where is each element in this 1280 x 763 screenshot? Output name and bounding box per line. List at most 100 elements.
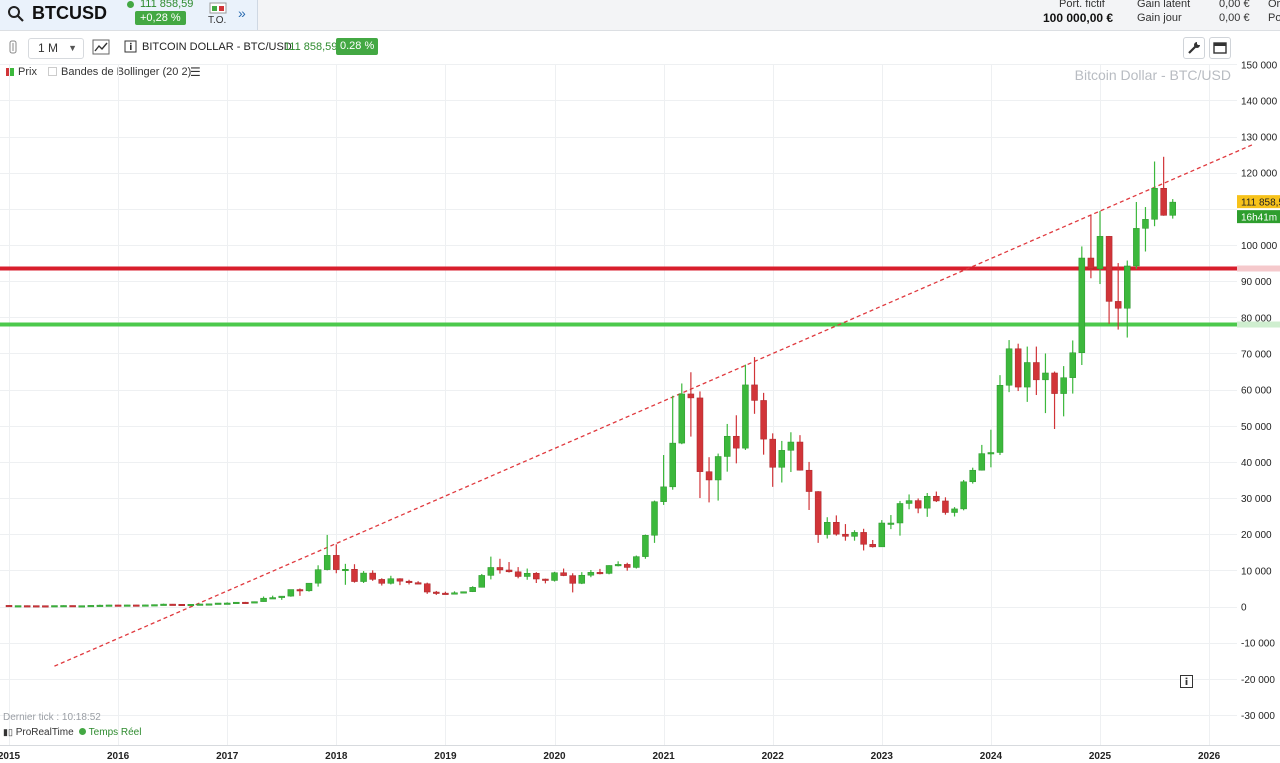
- candle-body: [796, 441, 804, 471]
- tools-button[interactable]: [1183, 37, 1205, 59]
- candle-body: [33, 605, 40, 608]
- candle-body: [396, 578, 404, 582]
- candle: [360, 571, 367, 584]
- candle: [751, 357, 758, 414]
- symbol-box[interactable]: BTCUSD 111 858,59 +0,28 % T.O. »: [0, 0, 258, 30]
- candle: [133, 604, 140, 607]
- candle: [578, 572, 586, 585]
- drag-handle-icon[interactable]: [4, 38, 22, 56]
- indicators-icon[interactable]: [92, 38, 110, 56]
- brand-name: ProRealTime: [15, 727, 74, 738]
- search-icon[interactable]: [7, 5, 25, 23]
- candle: [1124, 260, 1131, 338]
- gain-jour-label: Gain jour: [1137, 12, 1182, 24]
- candle-body: [487, 567, 495, 576]
- candle: [378, 578, 386, 586]
- candle: [951, 507, 958, 517]
- candle: [333, 544, 340, 574]
- candle: [642, 534, 649, 559]
- order-ticket-icon[interactable]: [209, 2, 227, 14]
- candle: [596, 568, 604, 575]
- candle-body: [914, 500, 922, 509]
- y-tick-label: 50 000: [1241, 422, 1272, 433]
- candle-body: [896, 503, 904, 524]
- expand-chevron-icon[interactable]: »: [238, 5, 246, 21]
- candle: [433, 590, 440, 595]
- candle: [205, 603, 213, 606]
- candle: [669, 395, 676, 490]
- candle: [560, 568, 567, 577]
- legend-bollinger-label: Bandes de Bollinger (20 2): [61, 66, 192, 78]
- x-tick-label: 2023: [871, 751, 894, 762]
- candle: [869, 539, 876, 548]
- candle: [996, 375, 1004, 456]
- candle-body: [269, 597, 276, 600]
- x-tick-label: 2024: [980, 751, 1003, 762]
- order-ticket-label[interactable]: T.O.: [208, 15, 227, 26]
- candle-body: [651, 501, 658, 536]
- info-box-icon[interactable]: [1180, 675, 1193, 688]
- info-icon[interactable]: [122, 38, 140, 56]
- candle-body: [687, 393, 695, 399]
- y-tick-label: 20 000: [1241, 530, 1272, 541]
- candle: [278, 595, 285, 600]
- candle-body: [924, 495, 931, 509]
- candle-body: [723, 435, 731, 457]
- candle-body: [569, 575, 576, 584]
- legend-bollinger[interactable]: Bandes de Bollinger (20 2): [48, 66, 191, 78]
- portfolio-label: Port. fictif: [1059, 0, 1105, 10]
- y-tick-label: -20 000: [1241, 675, 1275, 686]
- candle: [478, 573, 486, 588]
- horizontal-lines: [0, 265, 1280, 328]
- candle: [169, 603, 176, 606]
- candle-body: [1133, 228, 1140, 267]
- candle: [105, 604, 113, 607]
- candle-body: [705, 471, 713, 481]
- candle: [287, 589, 295, 597]
- candle: [1114, 263, 1122, 330]
- candle-body: [1024, 362, 1031, 388]
- y-tick-label: 70 000: [1241, 349, 1272, 360]
- symbol-name[interactable]: BTCUSD: [32, 3, 107, 23]
- candle: [1078, 246, 1086, 366]
- period-select[interactable]: 1 M ▼: [28, 38, 84, 59]
- candle-body: [114, 604, 122, 607]
- candle-body: [178, 603, 185, 606]
- candle-body: [460, 591, 467, 594]
- legend-menu-icon[interactable]: ☰: [190, 65, 201, 79]
- candle-body: [560, 572, 567, 576]
- candle: [1060, 366, 1067, 417]
- window-icon: [1213, 42, 1227, 54]
- candle: [551, 571, 558, 582]
- candle-body: [905, 500, 913, 504]
- instrument-price: 111 858,59: [284, 41, 338, 53]
- bollinger-swatch-icon: [48, 67, 57, 76]
- candle: [1014, 343, 1022, 392]
- y-tick-label: 120 000: [1241, 169, 1278, 180]
- candle: [160, 603, 167, 606]
- candle-body: [305, 582, 313, 592]
- candle-body: [478, 575, 486, 588]
- candle-body: [842, 533, 849, 537]
- y-tick-label: 10 000: [1241, 566, 1272, 577]
- candle-body: [978, 453, 986, 471]
- candle-body: [87, 605, 95, 608]
- candle: [623, 562, 631, 571]
- candle-body: [242, 601, 249, 604]
- x-tick-label: 2017: [216, 751, 239, 762]
- candle: [1024, 346, 1031, 402]
- candle-body: [496, 567, 504, 571]
- candle-body: [614, 564, 622, 567]
- candle-body: [287, 589, 295, 597]
- candle: [824, 517, 831, 539]
- x-tick-label: 2020: [543, 751, 566, 762]
- candle-body: [387, 578, 395, 584]
- candle-body: [578, 574, 586, 584]
- candle: [842, 524, 849, 541]
- window-button[interactable]: [1209, 37, 1231, 59]
- gain-jour-value: 0,00 €: [1219, 12, 1250, 24]
- y-tick-label: 60 000: [1241, 386, 1272, 397]
- candle-body: [451, 592, 458, 595]
- candle: [851, 530, 858, 541]
